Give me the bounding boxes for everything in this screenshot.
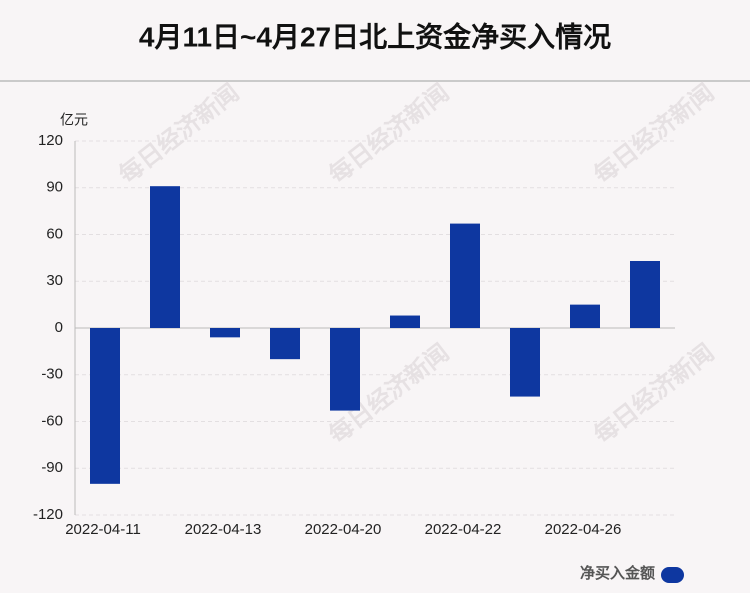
chart-title: 4月11日~4月27日北上资金净买入情况: [139, 20, 611, 52]
y-tick-label: -60: [41, 412, 63, 429]
bar: [270, 328, 300, 360]
bar: [570, 304, 600, 328]
y-tick-label: -30: [41, 366, 63, 383]
bar: [450, 223, 480, 328]
x-tick-label: 2022-04-26: [545, 521, 622, 538]
y-tick-label: -90: [41, 459, 63, 476]
y-unit-label: 亿元: [60, 112, 88, 128]
bar: [390, 315, 420, 328]
bar: [330, 328, 360, 411]
bar: [150, 186, 180, 328]
y-tick-label: 60: [46, 225, 63, 242]
x-tick-label: 2022-04-20: [305, 521, 382, 538]
legend-label: 净买入金额: [580, 564, 655, 582]
y-tick-label: 0: [55, 319, 63, 336]
y-tick-label: 120: [38, 132, 63, 149]
bar: [210, 328, 240, 338]
legend-swatch: [661, 567, 684, 583]
bar: [510, 328, 540, 397]
x-tick-label: 2022-04-13: [185, 521, 262, 538]
bar: [90, 328, 120, 484]
y-tick-label: 90: [46, 179, 63, 196]
x-tick-label: 2022-04-22: [425, 521, 502, 538]
x-tick-label: 2022-04-11: [65, 521, 141, 538]
y-tick-label: 30: [46, 272, 63, 289]
y-tick-label: -120: [33, 506, 63, 523]
bar: [630, 260, 660, 328]
